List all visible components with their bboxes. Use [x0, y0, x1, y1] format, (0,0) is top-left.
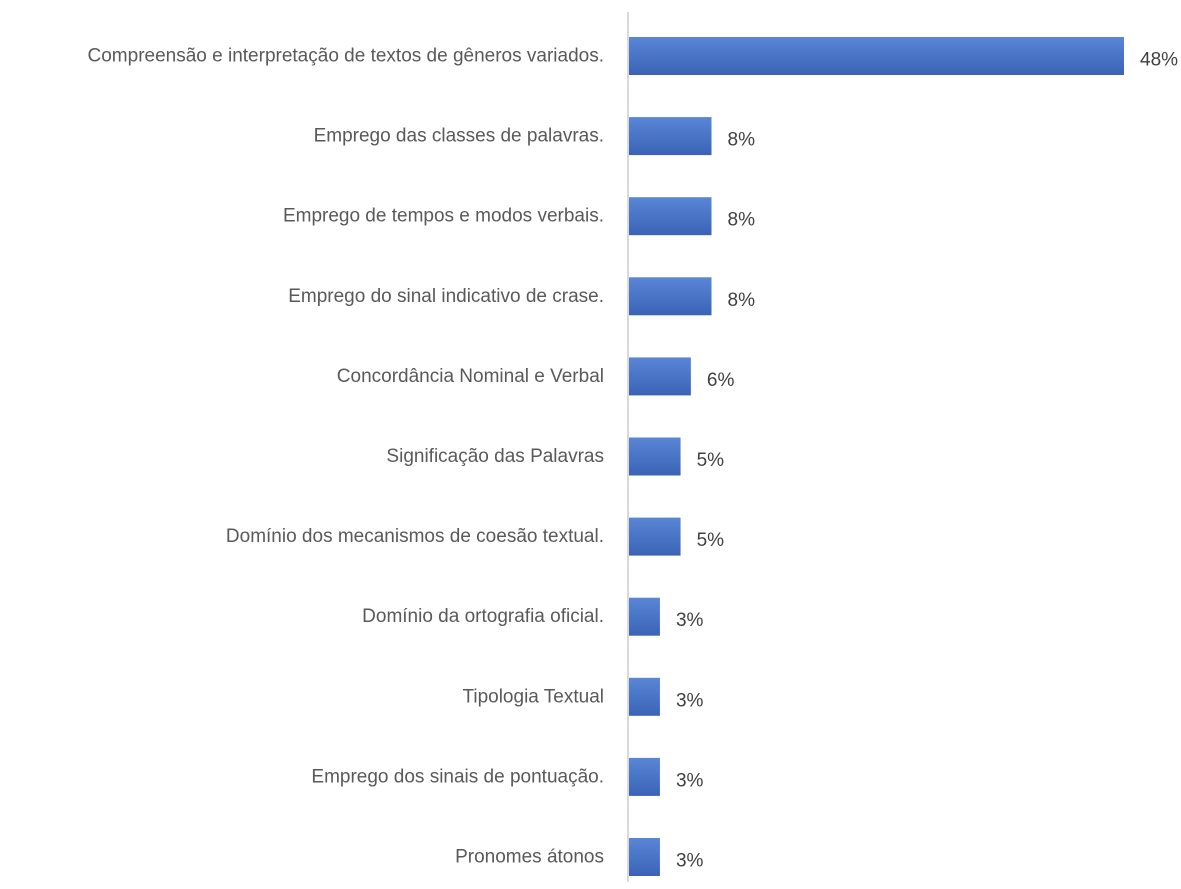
bar-2 — [629, 197, 712, 236]
category-label-10: Pronomes átonos — [455, 847, 604, 868]
category-labels: Compreensão e interpretação de textos de… — [88, 46, 604, 868]
category-label-8: Tipologia Textual — [462, 686, 604, 707]
bar-6 — [629, 517, 681, 556]
category-label-9: Emprego dos sinais de pontuação. — [311, 766, 604, 787]
data-label-4: 6% — [707, 370, 735, 391]
category-label-6: Domínio dos mecanismos de coesão textual… — [226, 526, 604, 547]
bar-7 — [629, 597, 660, 636]
data-label-9: 3% — [676, 770, 704, 791]
category-label-2: Emprego de tempos e modos verbais. — [283, 206, 604, 227]
bar-9 — [629, 757, 660, 796]
data-label-8: 3% — [676, 690, 704, 711]
data-label-7: 3% — [676, 610, 704, 631]
data-label-10: 3% — [676, 851, 704, 872]
category-label-3: Emprego do sinal indicativo de crase. — [288, 286, 604, 307]
bar-3 — [629, 277, 712, 316]
bar-5 — [629, 437, 681, 476]
category-label-1: Emprego das classes de palavras. — [314, 126, 604, 147]
data-label-1: 8% — [728, 130, 756, 151]
data-label-6: 5% — [697, 530, 725, 551]
data-label-3: 8% — [728, 290, 756, 311]
data-labels: 48% 8% 8% 8% 6% 5% 5% 3% 3% 3% 3% — [676, 50, 1178, 872]
category-label-4: Concordância Nominal e Verbal — [337, 366, 604, 387]
data-label-2: 8% — [728, 210, 756, 231]
data-label-0: 48% — [1140, 50, 1178, 71]
category-label-7: Domínio da ortografia oficial. — [362, 606, 604, 627]
bar-4 — [629, 357, 691, 396]
category-label-0: Compreensão e interpretação de textos de… — [88, 46, 604, 67]
data-label-5: 5% — [697, 450, 725, 471]
bar-1 — [629, 117, 712, 156]
bar-8 — [629, 677, 660, 716]
bar-0 — [629, 37, 1124, 75]
bars-group — [629, 37, 1124, 876]
bar-10 — [629, 838, 660, 876]
category-label-5: Significação das Palavras — [386, 446, 604, 467]
